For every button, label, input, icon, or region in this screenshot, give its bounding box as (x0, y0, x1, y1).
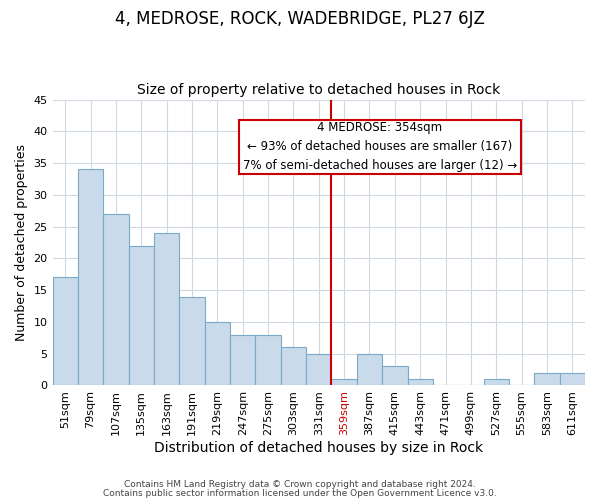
Bar (128, 246, 154, 386)
Bar (78, 170, 103, 386)
Text: 4 MEDROSE: 354sqm
← 93% of detached houses are smaller (167)
7% of semi-detached: 4 MEDROSE: 354sqm ← 93% of detached hous… (243, 121, 517, 172)
Bar (331, 379, 357, 386)
Bar (382, 366, 407, 386)
Bar (205, 322, 230, 386)
Y-axis label: Number of detached properties: Number of detached properties (15, 144, 28, 341)
Text: Contains public sector information licensed under the Open Government Licence v3: Contains public sector information licen… (103, 488, 497, 498)
Title: Size of property relative to detached houses in Rock: Size of property relative to detached ho… (137, 83, 500, 97)
Bar (407, 379, 433, 386)
Text: 4, MEDROSE, ROCK, WADEBRIDGE, PL27 6JZ: 4, MEDROSE, ROCK, WADEBRIDGE, PL27 6JZ (115, 10, 485, 28)
Bar (484, 379, 509, 386)
Bar (306, 354, 331, 386)
Bar (103, 214, 128, 386)
Bar (230, 334, 256, 386)
Text: Contains HM Land Registry data © Crown copyright and database right 2024.: Contains HM Land Registry data © Crown c… (124, 480, 476, 489)
Bar (357, 354, 382, 386)
Bar (154, 233, 179, 386)
FancyBboxPatch shape (239, 120, 521, 174)
Bar (53, 278, 78, 386)
Bar (560, 373, 585, 386)
Bar (256, 334, 281, 386)
Bar (179, 296, 205, 386)
Bar (281, 348, 306, 386)
Bar (534, 373, 560, 386)
X-axis label: Distribution of detached houses by size in Rock: Distribution of detached houses by size … (154, 441, 484, 455)
